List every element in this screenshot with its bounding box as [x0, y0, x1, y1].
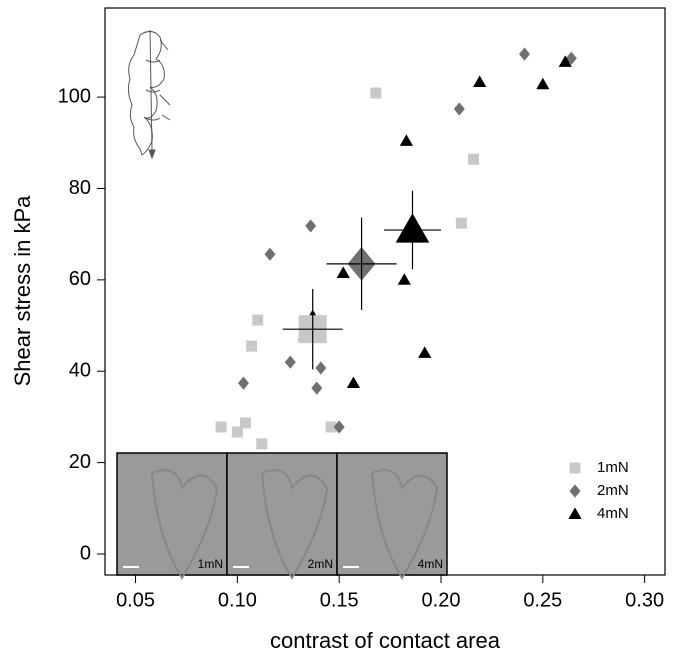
point	[252, 314, 264, 326]
inset-label: 4mN	[418, 557, 443, 571]
point	[231, 426, 243, 438]
inset-contour	[371, 469, 439, 580]
inset-contour	[261, 469, 329, 580]
inset-photo	[336, 452, 448, 576]
legend-marker	[569, 484, 581, 498]
legend-label: 1mN	[597, 459, 629, 476]
x-tick-label: 0.05	[116, 589, 155, 611]
point	[399, 134, 413, 146]
y-tick-label: 0	[80, 542, 91, 564]
legend-label: 4mN	[597, 505, 629, 522]
point	[346, 376, 361, 389]
y-tick-label: 60	[69, 268, 91, 290]
point	[453, 102, 465, 116]
x-tick-label: 0.30	[625, 589, 664, 611]
x-tick-label: 0.15	[320, 589, 359, 611]
point	[305, 219, 317, 233]
point	[315, 361, 327, 375]
point	[558, 55, 572, 67]
y-tick-label: 40	[69, 360, 91, 382]
point	[336, 266, 350, 278]
point	[246, 340, 258, 352]
x-tick-label: 0.25	[523, 589, 562, 611]
point	[215, 421, 227, 433]
y-axis-label: Shear stress in kPa	[10, 195, 35, 387]
leg-sketch	[127, 29, 171, 160]
point	[473, 75, 487, 87]
inset-label: 1mN	[198, 557, 223, 571]
y-tick-label: 100	[58, 85, 91, 107]
legend-marker	[568, 507, 582, 519]
point	[284, 355, 296, 369]
point	[256, 438, 268, 450]
point	[455, 217, 467, 229]
point	[264, 247, 276, 261]
inset-contour	[151, 469, 219, 580]
point	[418, 346, 432, 358]
inset-photo	[226, 452, 338, 576]
inset-label: 2mN	[308, 557, 333, 571]
point	[397, 273, 411, 285]
point	[237, 376, 249, 390]
y-tick-label: 80	[69, 177, 91, 199]
point	[240, 417, 252, 429]
point	[311, 381, 323, 395]
point	[518, 47, 530, 61]
point	[468, 153, 480, 165]
legend-marker	[569, 462, 581, 474]
y-tick-label: 20	[69, 451, 91, 473]
point	[325, 421, 337, 433]
point	[370, 87, 382, 99]
legend-label: 2mN	[597, 482, 629, 499]
point	[536, 77, 550, 90]
x-tick-label: 0.20	[422, 589, 461, 611]
x-axis-label: contrast of contact area	[270, 628, 501, 653]
point	[333, 420, 345, 434]
inset-photo	[116, 452, 228, 576]
x-tick-label: 0.10	[218, 589, 257, 611]
